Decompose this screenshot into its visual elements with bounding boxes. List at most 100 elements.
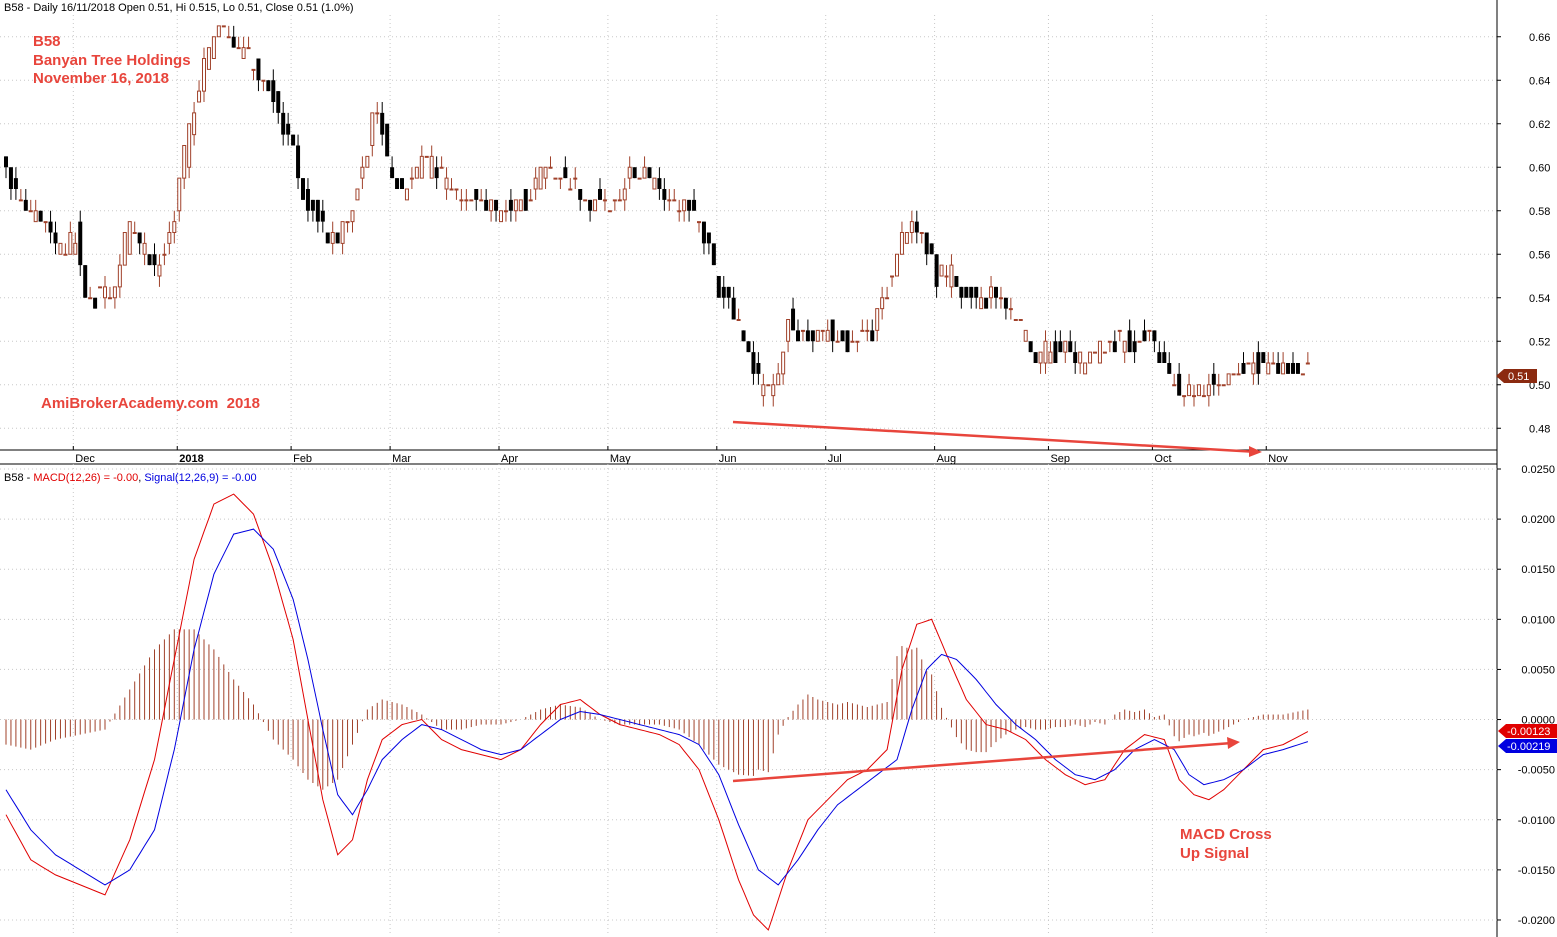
month-label: Sep [1050,453,1070,465]
candle-body [276,91,281,113]
candle-body [805,330,810,342]
candle-body [1196,384,1201,397]
price-pane[interactable]: 0.660.640.620.600.580.560.540.520.500.48… [0,15,1550,465]
candle-body [286,123,291,135]
macd-pane[interactable]: 0.02500.02000.01500.01000.00500.0000-0.0… [0,464,1555,935]
candle-body [1286,363,1291,374]
macd-histogram [5,629,1309,790]
candle-body [959,286,964,298]
candle-body [998,297,1003,300]
macd-tick-label: 0.0200 [1521,514,1555,526]
candle-body [954,276,959,287]
candle-body [796,330,800,342]
candle-body [617,199,622,202]
candle-body [281,112,286,135]
candle-body [538,166,543,190]
candle-body [414,166,419,179]
candle-body [202,58,206,92]
candle-body [573,177,578,180]
candle-body [132,232,137,234]
candle-body [528,199,533,202]
candle-body [1271,362,1276,365]
macd-tick-label: 0.0250 [1521,464,1555,476]
macd-line [5,493,1309,931]
candle-body [895,253,899,277]
candle-body [682,199,687,212]
candle-body [33,210,38,223]
candle-body [667,199,672,202]
macd-header-prefix: B58 - [4,472,33,484]
candle-body [701,221,706,244]
price-tick-label: 0.54 [1529,293,1550,305]
price-trendline [732,420,1262,457]
candle-body [593,199,598,212]
candle-body [899,232,904,255]
candle-body [419,155,424,179]
candle-body [1112,341,1117,353]
month-label: Jul [828,453,842,465]
candle-body [1048,351,1053,364]
candle-body [1013,319,1018,321]
candle-body [508,199,513,211]
candle-body [1201,395,1206,398]
candle-body [8,167,13,189]
macd-badge: -0.00123 [1498,724,1557,738]
candle-body [1147,329,1152,332]
candle-body [578,189,583,200]
price-tick-label: 0.64 [1529,75,1550,87]
candle-body [38,210,43,222]
candle-body [1221,384,1226,387]
candle-body [182,145,187,179]
candle-body [647,167,652,179]
candle-body [107,297,112,300]
candle-body [246,47,251,50]
candle-body [800,329,805,332]
candle-body [523,189,528,211]
macd-axis: 0.02500.02000.01500.01000.00500.0000-0.0… [1497,464,1555,927]
candle-body [499,210,503,223]
candle-body [781,351,786,375]
price-badge: 0.51 [1496,369,1537,383]
candle-body [850,340,855,343]
candle-body [627,166,632,179]
month-label: Feb [293,453,312,465]
candle-body [1097,340,1102,364]
candle-body [1177,373,1182,396]
candle-body [221,25,226,28]
candle-body [315,199,320,222]
candle-body [687,199,692,211]
ticker-annotation: B58 [33,33,61,50]
signal-line [5,528,1309,886]
candle-body [929,243,934,255]
macd-header-sep: , [138,472,144,484]
candle-body [187,123,192,168]
candle-body [360,166,365,179]
candle-body [924,232,929,255]
month-label: Oct [1154,453,1171,465]
candle-body [142,242,147,255]
candle-body [1276,363,1281,374]
candle-body [657,178,662,189]
candle-body [766,384,771,387]
candle-body [791,308,796,331]
candle-body [310,199,315,211]
candle-body [692,199,697,211]
candle-body [251,68,256,71]
candle-body [484,199,489,211]
month-label: Mar [392,453,411,465]
candle-body [885,297,890,300]
candle-body [1246,362,1251,365]
candle-body [13,178,18,189]
candle-body [1226,373,1231,386]
candle-body [1102,351,1107,354]
candle-body [563,167,568,179]
candle-body [1038,351,1043,364]
candle-body [756,363,761,374]
macd-note-line2: Up Signal [1180,845,1249,862]
price-tick-label: 0.56 [1529,249,1550,261]
candle-body [731,297,736,320]
candle-body [370,112,375,146]
macd-month-gridlines [72,464,1267,935]
macd-badge-text: -0.00123 [1507,726,1550,738]
candle-body [444,177,449,190]
